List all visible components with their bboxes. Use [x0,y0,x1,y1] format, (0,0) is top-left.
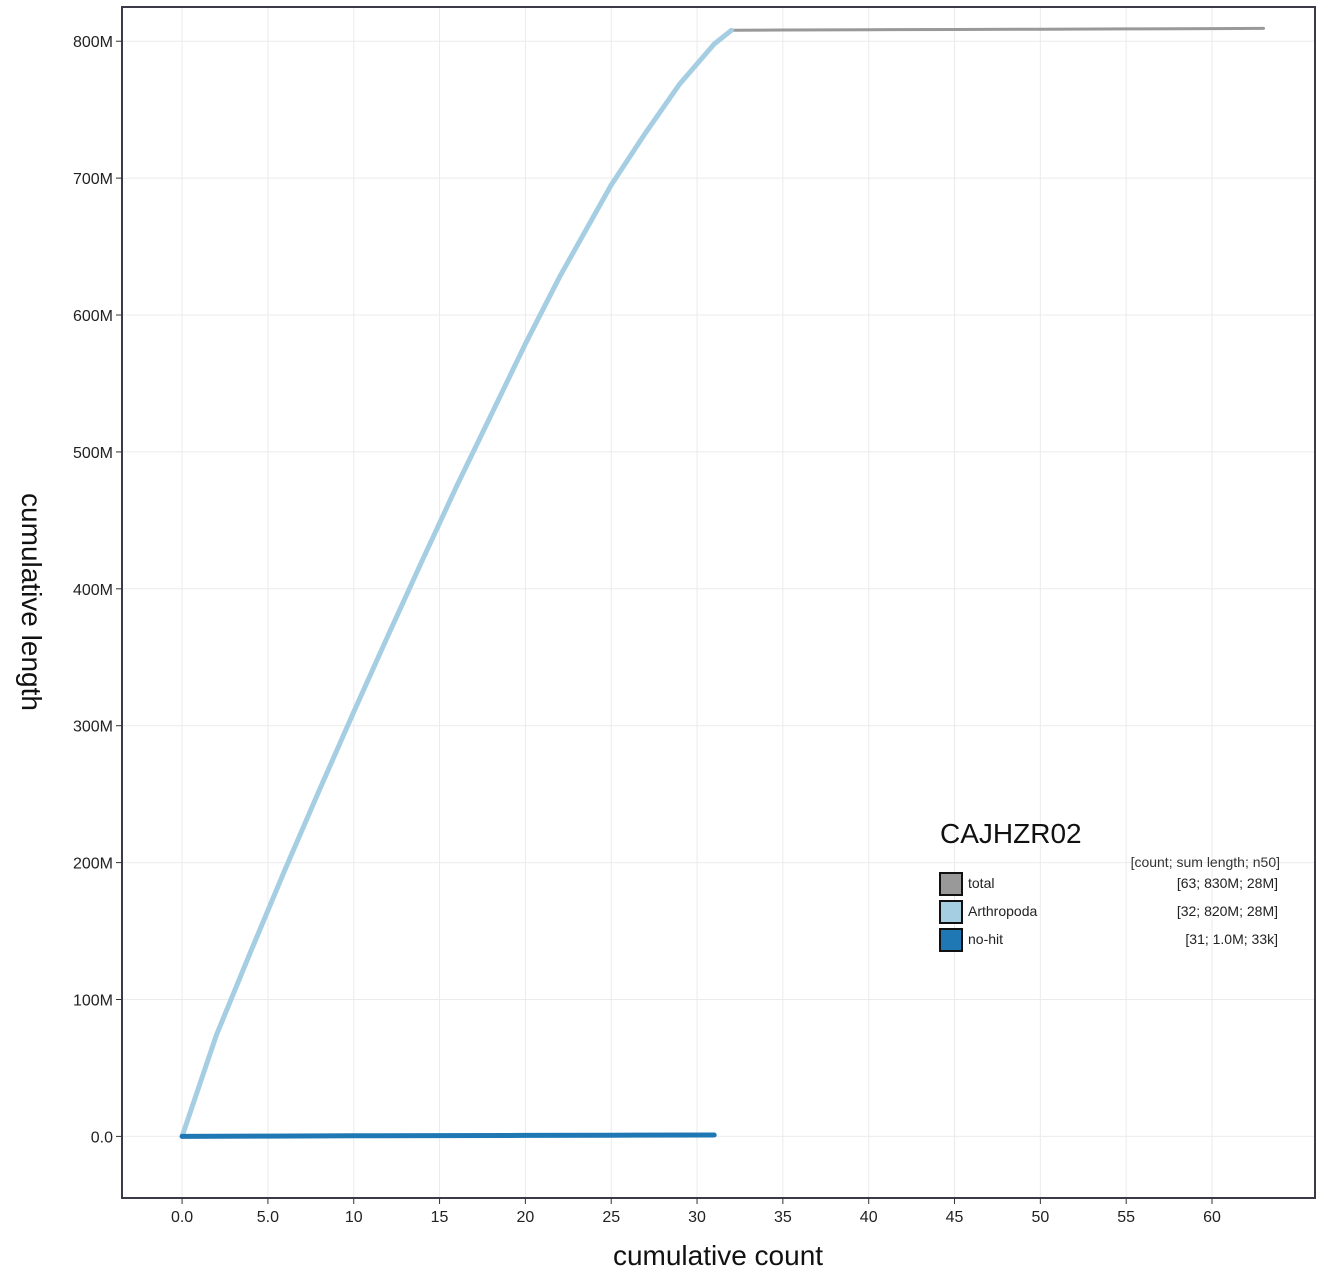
y-tick-label: 800M [73,34,113,51]
legend-title: CAJHZR02 [940,818,1082,849]
x-tick-label: 20 [516,1209,534,1226]
legend-stats: [63; 830M; 28M] [1176,875,1278,891]
legend-label: no-hit [968,931,1004,947]
legend-item-arthropoda: Arthropoda [32; 820M; 28M] [938,898,1280,926]
x-tick-label: 30 [688,1209,706,1226]
x-tick-label: 25 [602,1209,620,1226]
y-tick-label: 300M [73,719,113,736]
legend-header: [count; sum length; n50] [1130,854,1280,870]
legend-swatch-total [939,872,963,896]
axis-layer: 0.0 5.0 10 15 20 25 30 35 40 45 50 55 60 0.0 100M 200M 3… [73,34,1221,1226]
y-tick-label: 100M [73,993,113,1010]
legend-label: Arthropoda [968,903,1038,919]
x-tick-label: 45 [946,1209,964,1226]
x-tick-label: 40 [860,1209,878,1226]
series-line-no-hit [179,1132,717,1139]
y-axis-title: cumulative length [16,493,47,711]
x-tick-label: 50 [1031,1209,1049,1226]
y-tick-label: 600M [73,308,113,325]
y-tick-label: 200M [73,856,113,873]
x-tick-label: 5.0 [257,1209,279,1226]
x-tick-label: 55 [1117,1209,1135,1226]
y-tick-label: 500M [73,445,113,462]
legend-stats: [31; 1.0M; 33k] [1185,931,1278,947]
x-tick-label: 10 [345,1209,363,1226]
y-tick-label: 400M [73,582,113,599]
legend: CAJHZR02 [count; sum length; n50] total … [938,818,1280,954]
x-tick-label: 15 [431,1209,449,1226]
grid-layer [122,7,1315,1198]
legend-swatch-no-hit [939,928,963,952]
legend-label: total [968,875,995,891]
series-layer [179,26,1265,1139]
y-tick-label: 0.0 [91,1129,113,1146]
legend-swatch-arthropoda [939,900,963,924]
legend-stats: [32; 820M; 28M] [1176,903,1278,919]
x-tick-label: 35 [774,1209,792,1226]
y-tick-label: 700M [73,171,113,188]
legend-item-no-hit: no-hit [31; 1.0M; 33k] [938,926,1280,954]
series-line-arthropoda [179,27,734,1139]
x-tick-label: 60 [1203,1209,1221,1226]
legend-item-total: total [63; 830M; 28M] [938,870,1280,898]
plot-frame [121,6,1316,1199]
x-tick-label: 0.0 [171,1209,193,1226]
x-axis-title: cumulative count [613,1240,823,1271]
